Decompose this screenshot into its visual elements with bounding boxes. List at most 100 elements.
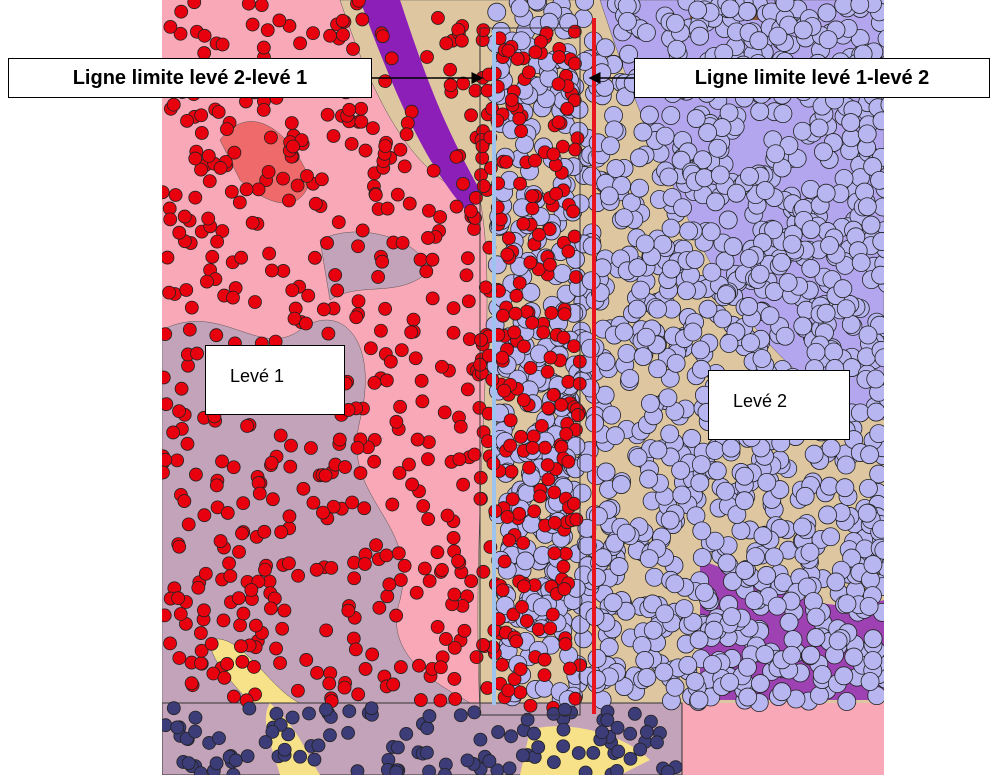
sample-point <box>284 439 297 452</box>
sample-point <box>699 300 717 318</box>
sample-point <box>736 467 754 485</box>
sample-point <box>524 361 537 374</box>
sample-point <box>553 51 566 64</box>
sample-point <box>528 727 541 740</box>
sample-point <box>427 164 440 177</box>
sample-point <box>458 624 471 637</box>
sample-point <box>607 160 625 178</box>
sample-point <box>547 756 560 769</box>
sample-point <box>552 116 565 129</box>
sample-point <box>768 597 786 615</box>
sample-point <box>660 168 678 186</box>
sample-point <box>524 256 537 269</box>
sample-point <box>672 461 690 479</box>
sample-point <box>532 741 545 754</box>
sample-point <box>277 264 290 277</box>
sample-point <box>514 430 527 443</box>
sample-point <box>814 143 832 161</box>
sample-point <box>873 112 891 130</box>
sample-point <box>457 478 470 491</box>
sample-point <box>452 554 465 567</box>
sample-point <box>588 649 606 667</box>
sample-point <box>286 284 299 297</box>
sample-point <box>336 14 349 27</box>
sample-point <box>819 31 837 49</box>
sample-point <box>376 255 389 268</box>
sample-point <box>339 461 352 474</box>
sample-point <box>288 312 301 325</box>
sample-point <box>266 493 279 506</box>
sample-point <box>526 202 539 215</box>
sample-point <box>257 103 270 116</box>
sample-point <box>338 681 351 694</box>
sample-point <box>504 439 517 452</box>
sample-point <box>498 555 511 568</box>
sample-point <box>513 112 526 125</box>
sample-point <box>538 653 551 666</box>
sample-point <box>600 187 618 205</box>
sample-point <box>202 212 215 225</box>
sample-point <box>253 487 266 500</box>
sample-point <box>464 205 477 218</box>
sample-point <box>597 463 615 481</box>
survey-label: Levé 1 <box>205 345 345 415</box>
sample-point <box>174 608 187 621</box>
sample-point <box>502 232 515 245</box>
sample-point <box>354 467 367 480</box>
sample-point <box>555 440 568 453</box>
sample-point <box>610 558 628 576</box>
sample-point <box>542 473 555 486</box>
sample-point <box>359 144 372 157</box>
sample-point <box>557 723 570 736</box>
sample-point <box>594 549 612 567</box>
sample-point <box>300 653 313 666</box>
sample-point <box>636 651 654 669</box>
sample-point <box>439 632 452 645</box>
sample-point <box>259 563 272 576</box>
sample-point <box>702 223 720 241</box>
sample-point <box>845 648 863 666</box>
sample-point <box>503 762 516 775</box>
sample-point <box>504 414 517 427</box>
sample-point <box>323 729 336 742</box>
sample-point <box>259 736 272 749</box>
sample-point <box>423 710 436 723</box>
sample-point <box>431 11 444 24</box>
sample-point <box>171 721 184 734</box>
sample-point <box>852 253 870 271</box>
sample-point <box>867 403 885 421</box>
sample-point <box>342 726 355 739</box>
sample-point <box>319 703 332 716</box>
sample-point <box>247 660 260 673</box>
sample-point <box>214 535 227 548</box>
sample-point <box>284 460 297 473</box>
sample-point <box>501 511 514 524</box>
sample-point <box>403 197 416 210</box>
sample-point <box>510 635 523 648</box>
sample-point <box>356 224 369 237</box>
sample-point <box>423 575 436 588</box>
sample-point <box>587 670 605 688</box>
sample-point <box>636 235 654 253</box>
sample-point <box>167 98 180 111</box>
sample-point <box>632 281 650 299</box>
sample-point <box>359 662 372 675</box>
sample-point <box>321 108 334 121</box>
sample-point <box>308 753 321 766</box>
sample-point <box>628 707 641 720</box>
sample-point <box>183 323 196 336</box>
sample-point <box>169 188 182 201</box>
sample-point <box>402 458 415 471</box>
sample-point <box>538 441 551 454</box>
sample-point <box>558 583 571 596</box>
sample-point <box>513 276 526 289</box>
sample-point <box>199 567 212 580</box>
sample-point <box>673 486 691 504</box>
sample-point <box>242 0 255 10</box>
sample-point <box>474 733 487 746</box>
sample-point <box>794 21 812 39</box>
sample-point <box>526 190 539 203</box>
sample-point <box>381 202 394 215</box>
sample-point <box>365 702 378 715</box>
sample-point <box>492 726 505 739</box>
